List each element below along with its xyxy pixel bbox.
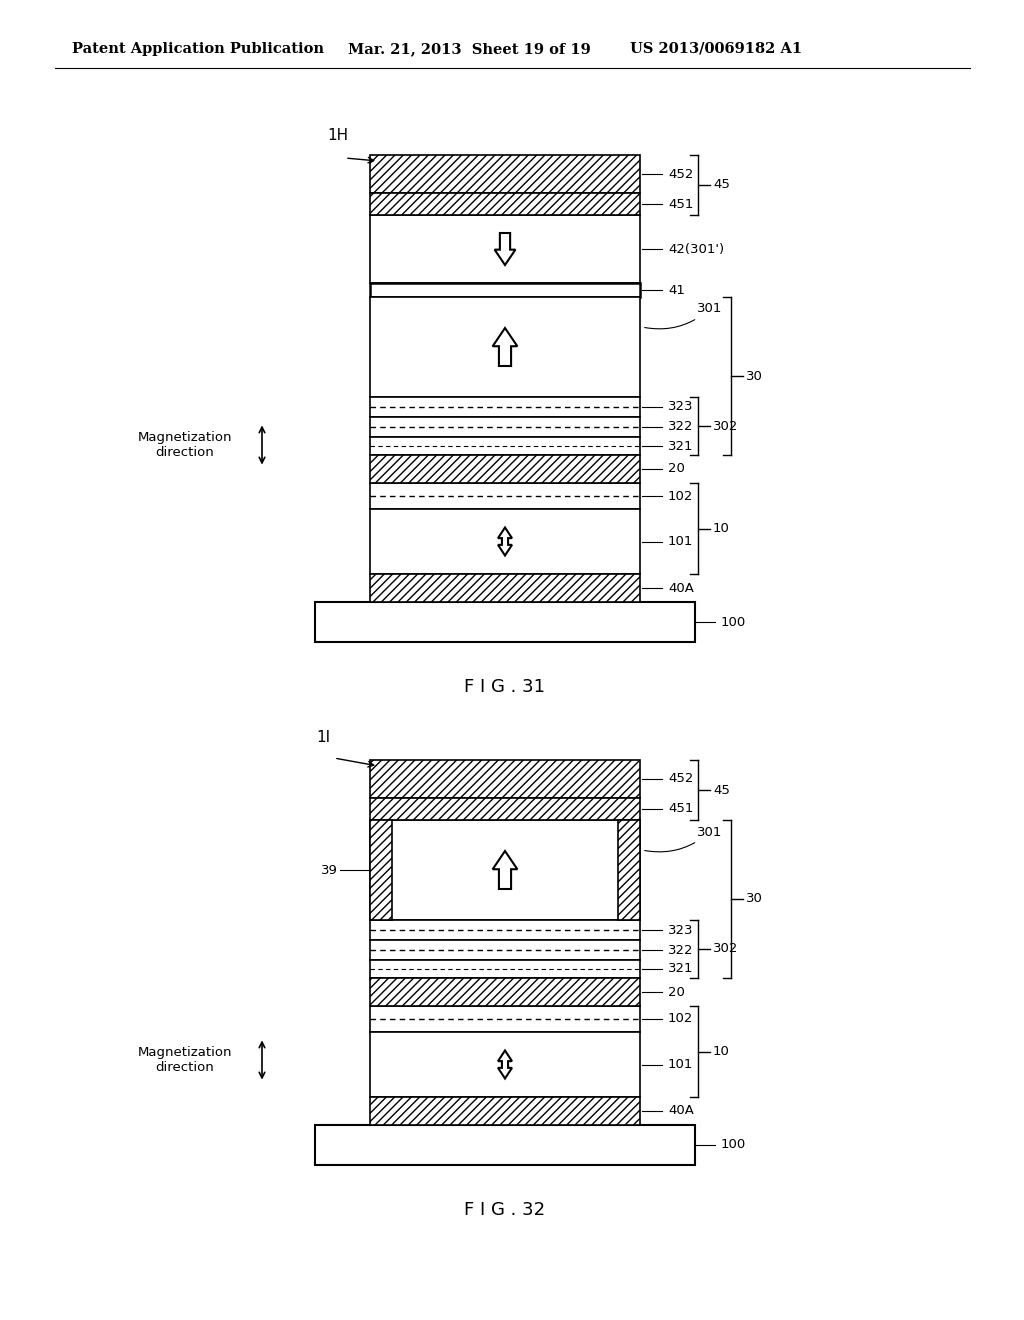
Text: F I G . 32: F I G . 32 xyxy=(465,1201,546,1218)
Text: 100: 100 xyxy=(721,1138,746,1151)
Bar xyxy=(370,510,640,574)
Bar xyxy=(370,297,640,397)
Text: 30: 30 xyxy=(746,370,763,383)
Bar xyxy=(370,1006,640,1032)
Text: 42(301'): 42(301') xyxy=(668,243,724,256)
Text: 322: 322 xyxy=(668,944,693,957)
Text: 1I: 1I xyxy=(316,730,330,744)
Text: 452: 452 xyxy=(668,772,693,785)
Text: 102: 102 xyxy=(668,1012,693,1026)
Text: 100: 100 xyxy=(721,615,746,628)
Bar xyxy=(370,193,640,215)
Bar xyxy=(370,574,640,602)
Text: 301: 301 xyxy=(645,302,722,329)
Bar xyxy=(370,455,640,483)
Bar xyxy=(370,760,640,799)
Text: 452: 452 xyxy=(668,168,693,181)
Bar xyxy=(370,437,640,455)
Bar xyxy=(370,940,640,960)
Bar xyxy=(370,978,640,1006)
Polygon shape xyxy=(498,1051,512,1078)
Text: 40A: 40A xyxy=(668,582,694,594)
Text: 1H: 1H xyxy=(327,128,348,143)
Text: 302: 302 xyxy=(713,942,738,956)
Bar xyxy=(315,1125,695,1166)
Text: 101: 101 xyxy=(668,535,693,548)
Text: 41: 41 xyxy=(668,284,685,297)
Bar xyxy=(370,1097,640,1125)
Bar xyxy=(370,397,640,417)
Text: 451: 451 xyxy=(668,803,693,816)
Text: 45: 45 xyxy=(713,178,730,191)
Polygon shape xyxy=(498,528,512,556)
Text: Magnetization
direction: Magnetization direction xyxy=(138,432,232,459)
Text: Patent Application Publication: Patent Application Publication xyxy=(72,42,324,55)
Text: 45: 45 xyxy=(713,784,730,796)
Text: 30: 30 xyxy=(746,892,763,906)
Bar xyxy=(370,799,640,820)
Text: F I G . 31: F I G . 31 xyxy=(465,678,546,696)
Bar xyxy=(370,820,640,920)
Text: 451: 451 xyxy=(668,198,693,210)
Bar xyxy=(370,1032,640,1097)
Text: Mar. 21, 2013  Sheet 19 of 19: Mar. 21, 2013 Sheet 19 of 19 xyxy=(348,42,591,55)
Polygon shape xyxy=(495,234,515,265)
Text: 10: 10 xyxy=(713,1045,730,1059)
Text: 39: 39 xyxy=(322,863,338,876)
Text: 302: 302 xyxy=(713,420,738,433)
Bar xyxy=(370,282,640,297)
Bar xyxy=(370,920,640,940)
Bar xyxy=(370,960,640,978)
Bar xyxy=(370,417,640,437)
Text: US 2013/0069182 A1: US 2013/0069182 A1 xyxy=(630,42,802,55)
Text: 40A: 40A xyxy=(668,1105,694,1118)
Text: 323: 323 xyxy=(668,924,693,936)
Bar xyxy=(370,483,640,510)
Text: 321: 321 xyxy=(668,962,693,975)
Text: 322: 322 xyxy=(668,421,693,433)
Text: 301: 301 xyxy=(645,825,722,851)
Text: 101: 101 xyxy=(668,1059,693,1071)
Text: 10: 10 xyxy=(713,521,730,535)
Text: 20: 20 xyxy=(668,986,685,998)
Bar xyxy=(370,820,392,920)
Text: Magnetization
direction: Magnetization direction xyxy=(138,1045,232,1074)
Bar xyxy=(370,154,640,193)
Polygon shape xyxy=(493,851,517,888)
Bar xyxy=(370,215,640,282)
Text: 321: 321 xyxy=(668,440,693,453)
Text: 20: 20 xyxy=(668,462,685,475)
Polygon shape xyxy=(493,327,517,366)
Bar xyxy=(618,820,640,920)
Bar xyxy=(315,602,695,642)
Text: 102: 102 xyxy=(668,490,693,503)
Text: 323: 323 xyxy=(668,400,693,413)
